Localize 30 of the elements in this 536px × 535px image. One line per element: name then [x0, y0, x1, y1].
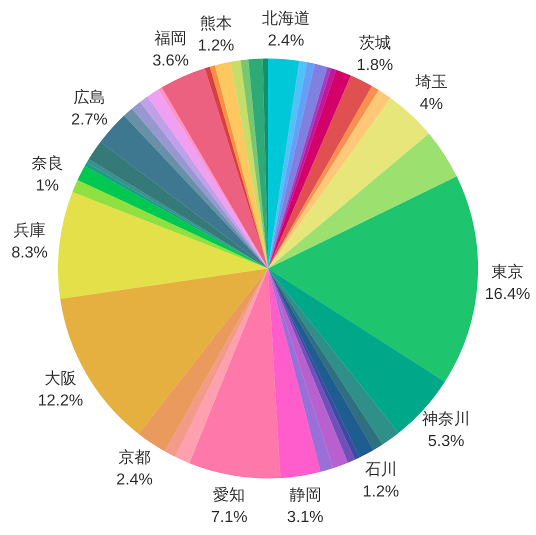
slice-label: 愛知 [213, 486, 246, 504]
slice-label: 北海道 [262, 10, 310, 28]
slice-label: 広島 [73, 88, 106, 107]
data-label: 1.8% [356, 57, 394, 74]
data-label: 8.3% [11, 244, 48, 262]
data-label: 3.6% [152, 52, 189, 70]
data-label: 2.7% [71, 112, 108, 129]
slice-label: 大阪 [44, 369, 76, 388]
slice-label: 奈良 [31, 154, 64, 173]
data-label: 1.2% [362, 484, 400, 501]
data-label: 3.1% [287, 508, 324, 526]
data-label: 7.1% [211, 508, 248, 526]
slice-label: 福岡 [154, 30, 187, 48]
data-label: 1.2% [198, 38, 234, 55]
data-label: 2.4% [116, 471, 153, 488]
data-label: 1% [36, 178, 59, 195]
slice-label: 石川 [364, 460, 397, 479]
slice-label: 熊本 [200, 14, 232, 33]
slice-label: 茨城 [358, 34, 391, 52]
data-label: 16.4% [484, 286, 530, 303]
slice-label: 埼玉 [414, 74, 448, 92]
data-label: 4% [420, 96, 443, 114]
slice-label: 京都 [118, 448, 151, 466]
data-label: 12.2% [38, 392, 84, 410]
slice-label: 神奈川 [422, 410, 470, 428]
slice-label: 兵庫 [14, 222, 46, 240]
slice-label: 静岡 [289, 486, 322, 504]
slice-label: 東京 [492, 262, 524, 281]
data-label: 2.4% [268, 32, 304, 50]
data-label: 5.3% [428, 432, 464, 450]
